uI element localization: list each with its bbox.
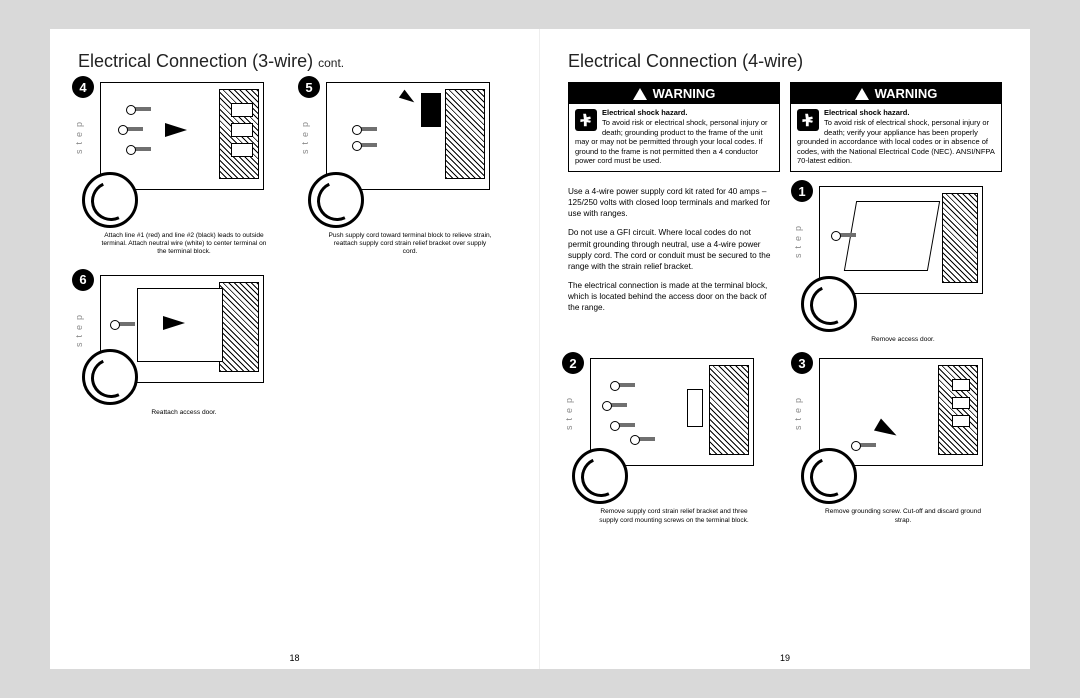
intro-para-2: Do not use a GFI circuit. Where local co… <box>568 227 773 271</box>
warning-body: Electrical shock hazard. To avoid risk o… <box>791 104 1001 171</box>
step-4: 4 step Attac <box>78 82 274 257</box>
warning-label: WARNING <box>653 86 716 101</box>
diagram-panel <box>326 82 490 190</box>
step-caption: Attach line #1 (red) and line #2 (black)… <box>78 232 274 257</box>
step-number-badge: 4 <box>72 76 94 98</box>
zoom-circle-icon <box>801 448 857 504</box>
step-number-badge: 3 <box>791 352 813 374</box>
title-suffix: cont. <box>318 56 344 70</box>
step-5: 5 step Push supply cord toward terminal … <box>304 82 500 257</box>
step-3: 3 step Remove grounding screw. Cut-off <box>797 358 993 524</box>
step-caption: Remove access door. <box>797 336 993 344</box>
step-2: 2 step Remove supply cord strain relie <box>568 358 764 524</box>
title-text: Electrical Connection (4-wire) <box>568 51 803 71</box>
shock-hand-icon <box>575 109 597 131</box>
step-1: 1 step Remove access door. <box>797 186 993 344</box>
shock-hand-icon <box>797 109 819 131</box>
page-number: 19 <box>780 653 790 663</box>
step-caption: Remove supply cord strain relief bracket… <box>568 508 764 524</box>
warning-body: Electrical shock hazard. To avoid risk o… <box>569 104 779 171</box>
zoom-circle-icon <box>82 349 138 405</box>
zoom-circle-icon <box>572 448 628 504</box>
step-label: step <box>74 117 84 154</box>
step-label: step <box>74 310 84 347</box>
zoom-circle-icon <box>82 172 138 228</box>
step-label: step <box>564 393 574 430</box>
step-number-badge: 6 <box>72 269 94 291</box>
step-caption: Remove grounding screw. Cut-off and disc… <box>797 508 993 524</box>
step-label: step <box>300 117 310 154</box>
warning-text: To avoid risk of electrical shock, perso… <box>797 118 994 165</box>
step-label: step <box>793 393 803 430</box>
warning-text: To avoid risk or electrical shock, perso… <box>575 118 767 165</box>
diagram-panel <box>819 186 983 294</box>
page-18: Electrical Connection (3-wire) cont. 4 s… <box>50 29 540 669</box>
right-content-grid: Use a 4-wire power supply cord kit rated… <box>568 186 1002 525</box>
warning-head: WARNING <box>791 83 1001 104</box>
step-number-badge: 1 <box>791 180 813 202</box>
step-label: step <box>793 221 803 258</box>
zoom-circle-icon <box>801 276 857 332</box>
step-6: 6 step Reattach access door. <box>78 275 274 417</box>
step-row-2: 6 step Reattach access door. <box>78 275 511 417</box>
page-spread: Electrical Connection (3-wire) cont. 4 s… <box>50 29 1030 669</box>
step-row-1: 4 step Attac <box>78 82 511 257</box>
step-number-badge: 2 <box>562 352 584 374</box>
zoom-circle-icon <box>308 172 364 228</box>
page-title: Electrical Connection (3-wire) cont. <box>78 51 511 72</box>
diagram-panel <box>819 358 983 466</box>
step-number-badge: 5 <box>298 76 320 98</box>
diagram-panel <box>100 82 264 190</box>
page-number: 18 <box>289 653 299 663</box>
intro-para-1: Use a 4-wire power supply cord kit rated… <box>568 186 773 219</box>
step-caption: Push supply cord toward terminal block t… <box>304 232 500 257</box>
warning-box-2: WARNING Electrical shock hazard. To avoi… <box>790 82 1002 172</box>
page-19: Electrical Connection (4-wire) WARNING E… <box>540 29 1030 669</box>
diagram-panel <box>590 358 754 466</box>
warning-label: WARNING <box>875 86 938 101</box>
title-text: Electrical Connection (3-wire) <box>78 51 313 71</box>
warning-head: WARNING <box>569 83 779 104</box>
intro-para-3: The electrical connection is made at the… <box>568 280 773 313</box>
step-caption: Reattach access door. <box>78 409 274 417</box>
warning-lead: Electrical shock hazard. <box>797 108 995 117</box>
warning-lead: Electrical shock hazard. <box>575 108 773 117</box>
page-title: Electrical Connection (4-wire) <box>568 51 1002 72</box>
warning-row: WARNING Electrical shock hazard. To avoi… <box>568 82 1002 172</box>
warning-box-1: WARNING Electrical shock hazard. To avoi… <box>568 82 780 172</box>
intro-text: Use a 4-wire power supply cord kit rated… <box>568 186 773 344</box>
